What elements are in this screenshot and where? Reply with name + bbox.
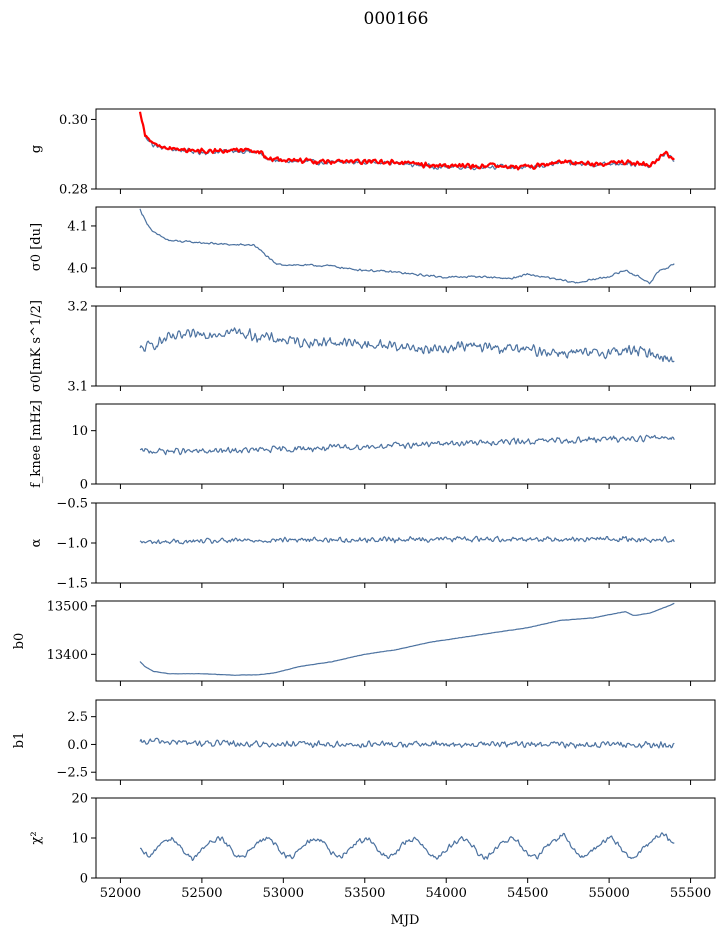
y-axis-label: σ0[mK s^1/2] xyxy=(29,300,44,392)
y-tick-label: 3.1 xyxy=(67,380,88,395)
panels: 0.28 0.30 g 4.0 4.1 σ0 [du] 3.1 3.2 σ0[mK s^1/2]… xyxy=(12,108,716,901)
series-line xyxy=(139,602,675,676)
y-tick-label: 10 xyxy=(71,832,88,847)
panel-5: −1.5 −1.0 −0.5 α xyxy=(29,497,716,592)
panel-frame xyxy=(95,305,716,387)
x-tick-label: 54500 xyxy=(507,886,548,901)
panel-frame xyxy=(95,600,716,682)
y-tick-label: 13500 xyxy=(47,599,88,614)
x-tick-label: 52000 xyxy=(100,886,141,901)
panel-frame xyxy=(95,108,716,190)
panel-4: 0 10 f_knee [mHz] xyxy=(29,400,716,493)
y-axis-label: f_knee [mHz] xyxy=(29,400,44,488)
y-axis-label: χ² xyxy=(29,831,44,844)
panel-frame xyxy=(95,403,716,485)
x-tick-label: 53000 xyxy=(263,886,304,901)
series-line xyxy=(139,327,675,363)
y-axis-label: b1 xyxy=(12,732,27,749)
x-tick-label: 54000 xyxy=(426,886,467,901)
y-tick-label: 0.0 xyxy=(67,738,88,753)
panel-7: −2.5 0.0 2.5 b1 xyxy=(12,699,716,785)
panel-frame xyxy=(95,206,716,288)
y-tick-label: −2.5 xyxy=(56,766,88,781)
x-tick-label: 52500 xyxy=(181,886,222,901)
y-tick-label: 0.30 xyxy=(59,113,88,128)
figure-title: 000166 xyxy=(364,9,429,29)
y-axis-label: α xyxy=(29,538,44,547)
y-tick-label: −0.5 xyxy=(56,497,88,512)
y-tick-label: −1.5 xyxy=(56,577,88,592)
y-tick-label: −1.0 xyxy=(56,537,88,552)
y-axis-label: σ0 [du] xyxy=(29,223,44,271)
y-tick-label: 4.0 xyxy=(67,262,88,277)
x-axis-label: MJD xyxy=(391,913,420,928)
x-tick-label: 55500 xyxy=(670,886,711,901)
panel-8: 0 10 20 52000 52500 53000 53500 54000 54500 55000… xyxy=(29,792,716,901)
y-axis-label: b0 xyxy=(12,633,27,650)
y-tick-label: 20 xyxy=(71,792,88,807)
panel-frame xyxy=(95,699,716,781)
y-tick-label: 0.28 xyxy=(59,183,88,198)
panel-1: 0.28 0.30 g xyxy=(29,108,716,198)
series-line xyxy=(139,434,675,456)
y-tick-label: 4.1 xyxy=(67,219,88,234)
panel-2: 4.0 4.1 σ0 [du] xyxy=(29,206,716,292)
panel-6: 13400 13500 b0 xyxy=(12,599,716,686)
series-line xyxy=(139,832,675,862)
y-tick-label: 13400 xyxy=(47,648,88,663)
x-tick-label: 53500 xyxy=(344,886,385,901)
y-axis-label: g xyxy=(29,145,44,153)
series-line xyxy=(138,111,675,171)
y-tick-label: 2.5 xyxy=(67,710,88,725)
y-tick-label: 10 xyxy=(71,424,88,439)
y-tick-label: 3.2 xyxy=(67,300,88,315)
series-line xyxy=(139,208,675,285)
series-line xyxy=(139,737,675,749)
y-tick-label: 0 xyxy=(80,872,88,887)
panel-3: 3.1 3.2 σ0[mK s^1/2] xyxy=(29,300,716,395)
series-line xyxy=(139,535,675,545)
y-tick-label: 0 xyxy=(80,478,88,493)
x-tick-label: 55000 xyxy=(588,886,629,901)
